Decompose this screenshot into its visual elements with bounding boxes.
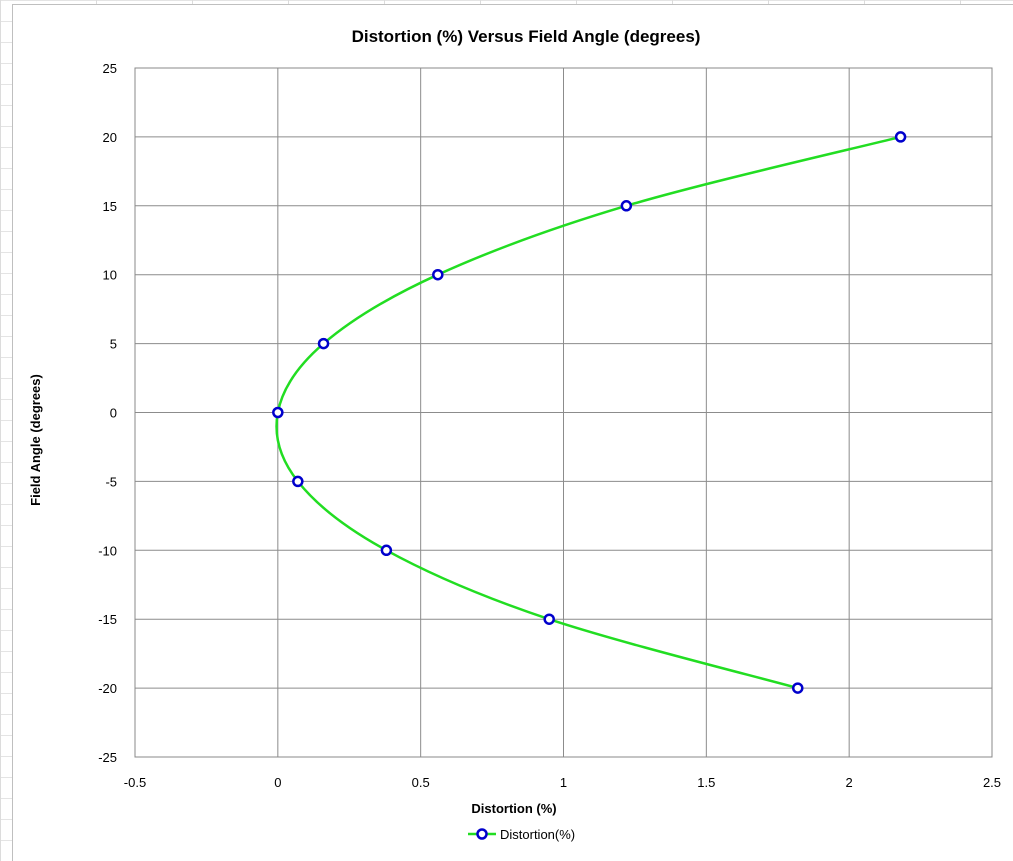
y-tick-label: 25	[103, 61, 117, 76]
x-tick-label: 1	[560, 775, 567, 790]
y-tick-label: -20	[98, 681, 117, 696]
data-point-marker	[543, 613, 555, 625]
x-tick-label: -0.5	[124, 775, 146, 790]
legend: Distortion(%)	[468, 827, 575, 842]
y-tick-label: 20	[103, 130, 117, 145]
y-tick-label: -15	[98, 612, 117, 627]
y-axis-title: Field Angle (degrees)	[28, 374, 43, 506]
y-tick-label: 15	[103, 199, 117, 214]
y-tick-label: 0	[110, 406, 117, 421]
grid-layer	[134, 67, 993, 758]
data-point-marker	[894, 131, 907, 143]
chart-title: Distortion (%) Versus Field Angle (degre…	[352, 27, 701, 46]
x-tick-label: 2.5	[983, 775, 1001, 790]
chart-area[interactable]: Distortion (%) Versus Field Angle (degre…	[12, 4, 1013, 861]
data-point-marker	[380, 544, 393, 557]
data-point-marker	[292, 475, 304, 488]
data-point-marker	[791, 682, 804, 694]
x-tick-label: 0	[274, 775, 281, 790]
plot-frame	[134, 67, 993, 758]
legend-marker-swatch	[476, 828, 488, 840]
legend-label: Distortion(%)	[500, 827, 575, 842]
x-axis-title: Distortion (%)	[471, 801, 556, 816]
y-tick-label: -5	[105, 474, 117, 489]
y-tick-label: -10	[98, 543, 117, 558]
x-tick-label: 0.5	[412, 775, 430, 790]
x-tick-label: 1.5	[697, 775, 715, 790]
y-tick-label: 5	[110, 337, 117, 352]
data-markers	[272, 131, 907, 694]
distortion-chart: Distortion (%) Versus Field Angle (degre…	[28, 27, 1001, 842]
data-point-marker	[317, 337, 330, 350]
tick-labels: -0.5 0 0.5 1 1.5 2 2.5 25 20 15 10 5 0 -5 -10 -15 -20 -25	[98, 61, 1001, 790]
x-tick-label: 2	[846, 775, 853, 790]
y-tick-label: 10	[103, 268, 117, 283]
data-point-marker	[272, 406, 284, 419]
data-point-marker	[432, 268, 444, 281]
y-tick-label: -25	[98, 750, 117, 765]
data-point-marker	[620, 200, 633, 212]
